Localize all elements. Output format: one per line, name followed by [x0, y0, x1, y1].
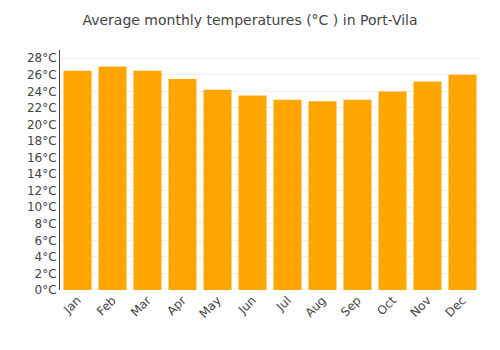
svg-text:18°C: 18°C — [27, 134, 57, 148]
svg-text:2°C: 2°C — [35, 267, 57, 281]
svg-text:26°C: 26°C — [27, 68, 57, 82]
svg-text:Average monthly temperatures (: Average monthly temperatures (°C ) in Po… — [82, 12, 417, 28]
svg-text:20°C: 20°C — [27, 118, 57, 132]
svg-text:Nov: Nov — [407, 293, 433, 319]
svg-text:16°C: 16°C — [27, 151, 57, 165]
svg-text:Dec: Dec — [443, 293, 469, 319]
svg-text:8°C: 8°C — [35, 217, 57, 231]
svg-text:Apr: Apr — [164, 293, 189, 318]
svg-text:Mar: Mar — [128, 293, 154, 319]
svg-text:Feb: Feb — [94, 293, 119, 318]
svg-text:0°C: 0°C — [35, 283, 57, 297]
svg-text:Jan: Jan — [60, 293, 84, 317]
svg-text:Oct: Oct — [374, 293, 399, 318]
svg-text:Jun: Jun — [235, 293, 259, 317]
svg-text:4°C: 4°C — [35, 250, 57, 264]
svg-text:24°C: 24°C — [27, 85, 57, 99]
svg-text:Sep: Sep — [338, 293, 364, 319]
svg-text:May: May — [196, 293, 223, 320]
svg-text:28°C: 28°C — [27, 51, 57, 65]
svg-text:12°C: 12°C — [27, 184, 57, 198]
svg-text:6°C: 6°C — [35, 234, 57, 248]
svg-text:10°C: 10°C — [27, 200, 57, 214]
svg-text:Aug: Aug — [302, 293, 328, 319]
svg-text:22°C: 22°C — [27, 101, 57, 115]
svg-text:Jul: Jul — [273, 293, 294, 314]
svg-text:14°C: 14°C — [27, 167, 57, 181]
